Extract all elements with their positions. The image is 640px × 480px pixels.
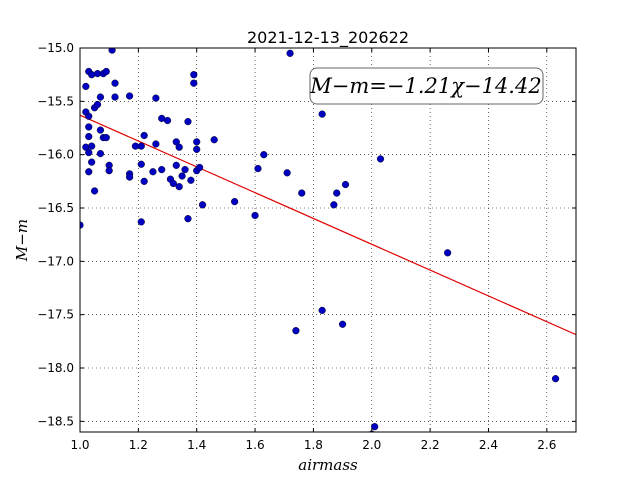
y-axis-label: M−m [13,219,31,262]
x-tick-label: 2.6 [537,438,556,452]
x-tick-label: 2.0 [362,438,381,452]
data-point [318,306,326,315]
fit-line-layer [79,114,577,336]
data-point [102,67,110,76]
data-point [283,169,291,177]
data-point [152,140,160,148]
data-point [175,183,183,191]
data-point [111,93,119,101]
data-point [376,155,385,163]
plot-frame [79,47,577,433]
data-point [163,116,172,125]
data-point [318,110,326,118]
data-point [158,166,166,174]
x-axis-label: airmass [298,456,358,474]
data-point [184,215,192,223]
y-tick-label: −15.5 [37,94,74,108]
data-point [85,123,93,131]
data-point [126,92,134,100]
fit-equation-frame [309,67,544,105]
data-point [231,198,239,206]
y-tick-label: −15.0 [37,41,74,55]
data-point [196,163,204,172]
data-point [85,168,93,176]
y-tick-label: −18.0 [37,361,74,375]
data-point [88,158,96,166]
x-tick-label: 1.8 [304,438,323,452]
data-point [152,94,160,102]
data-point [82,82,90,91]
data-point [551,375,560,383]
data-point [85,112,93,120]
data-point [251,211,259,220]
x-tick-label: 1.4 [187,438,206,452]
data-point [175,143,183,151]
y-tick-label: −16.5 [37,201,74,215]
data-point [96,93,105,101]
data-point [96,126,105,134]
y-tick-label: −16.0 [37,148,74,162]
y-tick-label: −17.0 [37,254,74,268]
x-tick-label: 1.6 [246,438,265,452]
data-point [190,79,198,87]
data-point [292,327,300,335]
data-point [341,180,350,189]
data-point [149,168,157,176]
data-point [172,161,180,169]
x-tick-label: 2.4 [479,438,498,452]
data-point [286,49,294,57]
data-point [298,189,306,197]
data-point [187,176,195,184]
data-point [371,423,379,431]
data-point [90,187,99,195]
data-point [96,150,105,158]
fit-equation: M−m=−1.21χ−14.42 [309,74,541,98]
data-point [178,172,186,180]
data-point [260,151,268,159]
data-point [193,138,201,146]
data-point [140,131,148,140]
fit-equation-box: M−m=−1.21χ−14.42 [309,67,544,105]
data-point [333,189,341,197]
data-point [181,166,189,174]
data-point [93,100,102,109]
fit-line [79,114,577,336]
data-point [330,201,338,209]
x-tick-label: 2.2 [421,438,440,452]
data-point [254,164,262,173]
data-point [111,79,119,87]
data-point [190,71,198,79]
data-point [108,48,116,54]
data-point [126,173,134,181]
data-point [193,145,201,153]
x-tick-label: 1.0 [70,438,89,452]
data-point [105,167,113,175]
data-point [137,142,145,150]
y-tick-label: −17.5 [37,308,74,322]
data-point [80,221,84,229]
data-point [137,160,145,168]
axis-ticks: 1.0 1.2 1.4 1.6 1.8 2.0 2.2 2.4 2.6 −15.0 −15.5 −16… [37,41,576,452]
data-points [80,48,560,432]
data-point [184,117,192,126]
data-point [198,201,207,209]
chart-title: 2021-12-13_202622 [247,28,409,48]
data-point [102,134,110,142]
data-point [85,148,93,157]
data-point [137,218,145,226]
x-tick-label: 1.2 [129,438,148,452]
data-point [169,179,177,188]
data-point [85,132,93,141]
data-point [88,71,96,79]
data-point [210,136,218,144]
y-tick-label: −18.5 [37,414,74,428]
data-point [88,142,96,150]
data-point [444,249,452,257]
data-point [140,177,148,185]
data-point [338,320,347,328]
